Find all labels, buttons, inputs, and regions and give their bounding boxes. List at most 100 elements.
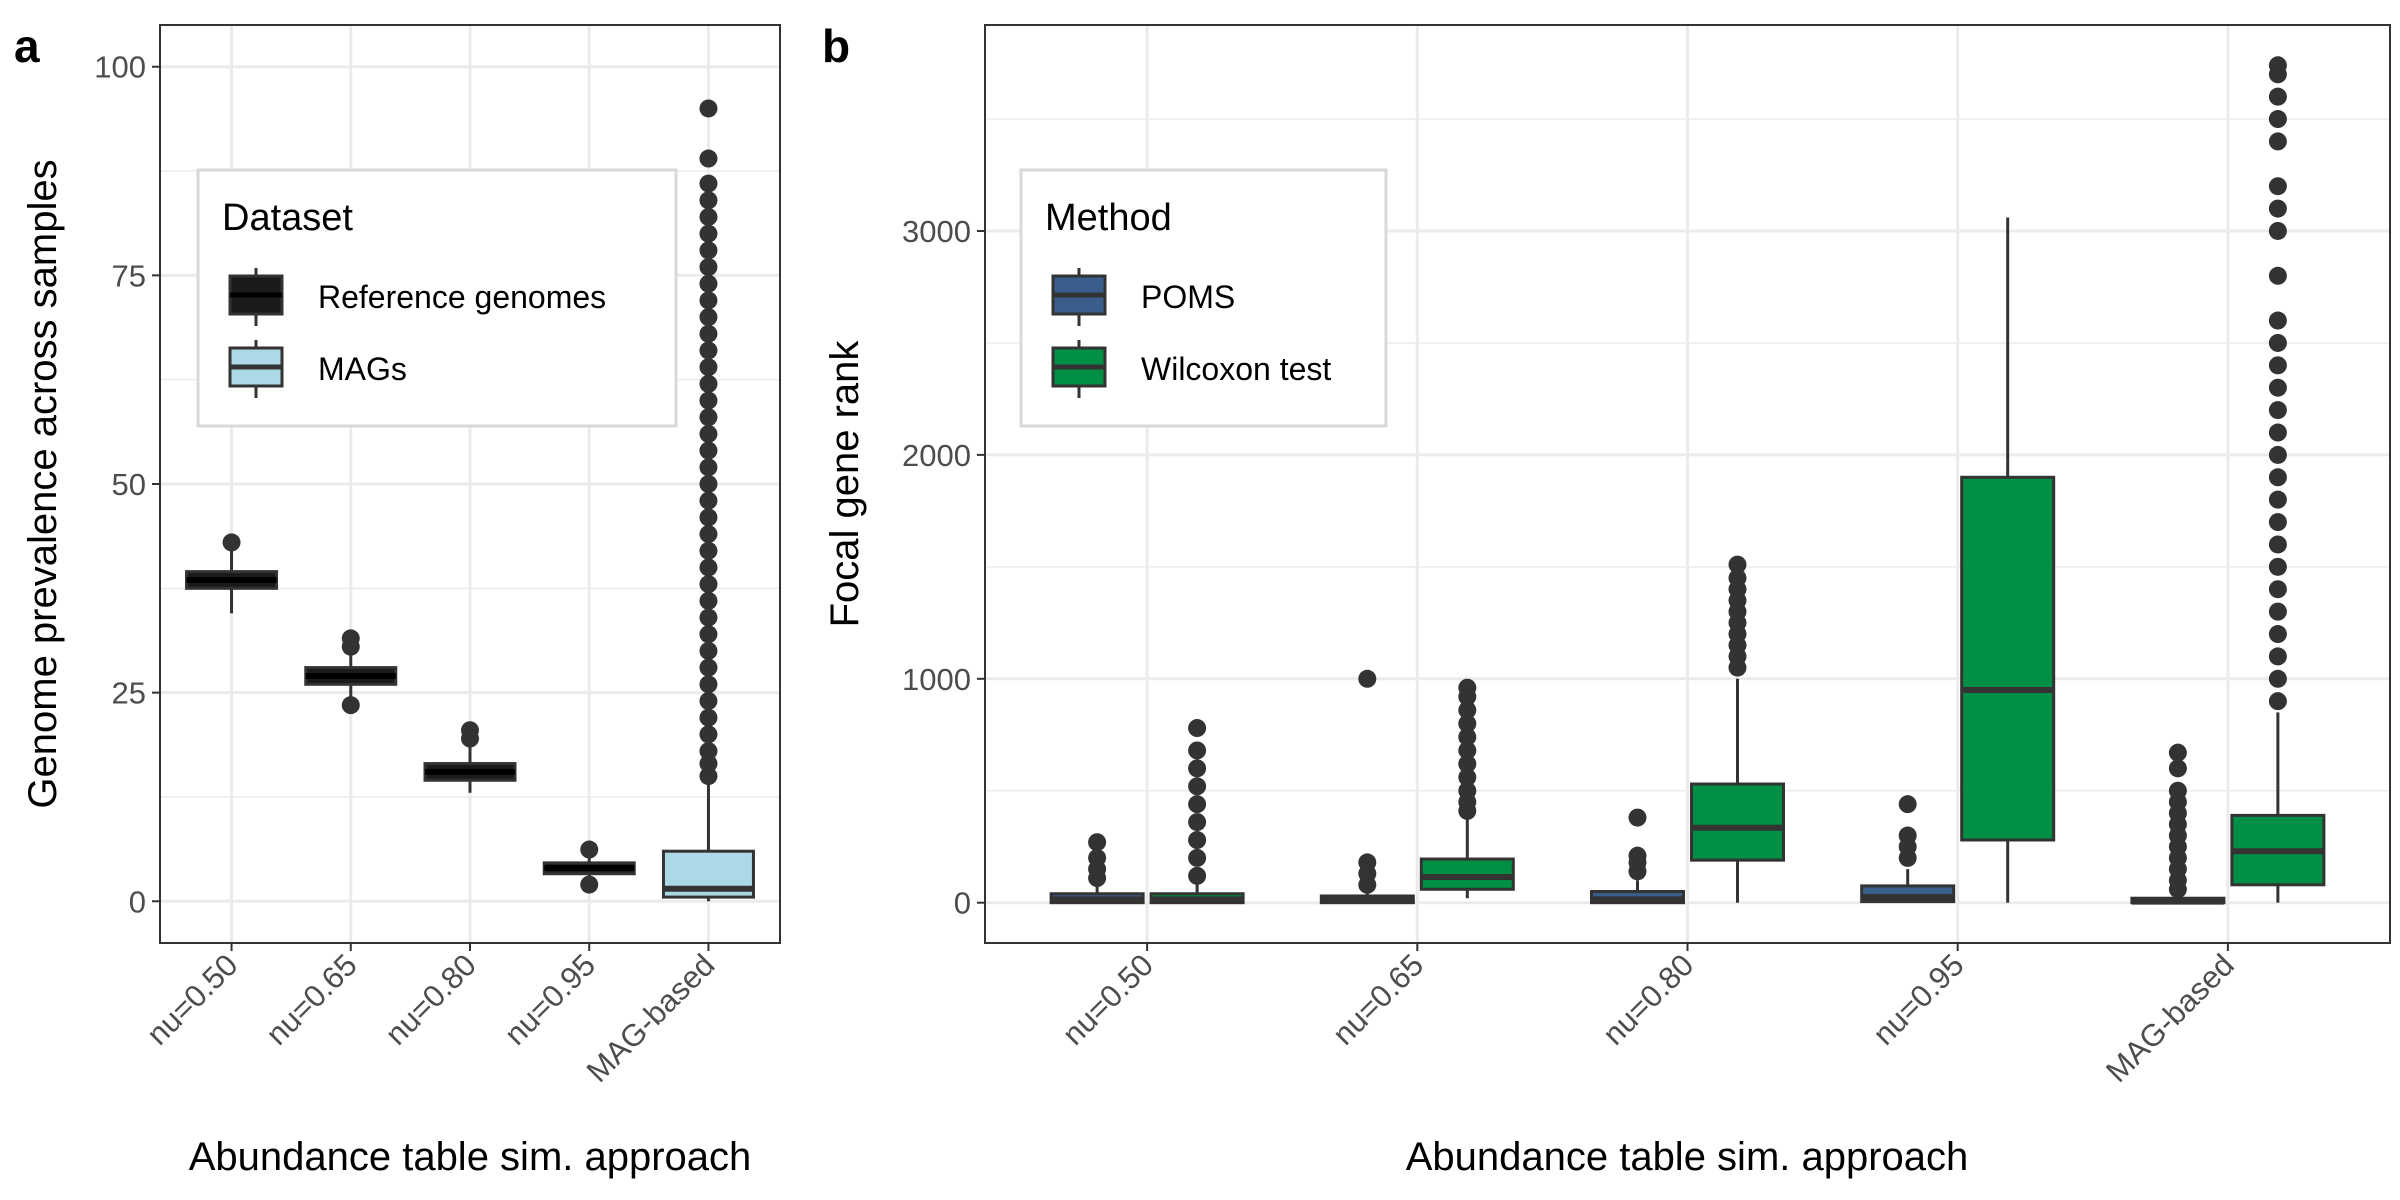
y-tick-label: 1000: [902, 662, 971, 697]
outlier-point: [1188, 777, 1207, 796]
panel-a-y-axis-title: Genome prevalence across samples: [21, 159, 65, 808]
outlier-point: [2268, 423, 2287, 442]
outlier-point: [2268, 625, 2287, 644]
outlier-point: [699, 625, 718, 644]
outlier-point: [1188, 866, 1207, 885]
outlier-point: [699, 358, 718, 377]
outlier-point: [699, 608, 718, 627]
outlier-point: [699, 767, 718, 786]
panel-a-legend: Dataset Reference genomes MAGs: [196, 168, 678, 428]
outlier-point: [1458, 728, 1477, 747]
box-reference-genomes-nu-0-80: [423, 721, 517, 793]
outlier-point: [1458, 701, 1477, 720]
x-tick-label: nu=0.80: [378, 947, 483, 1052]
outlier-point: [1728, 569, 1747, 588]
box-iqr: [1960, 475, 2056, 842]
panel-b-x-axis: nu=0.50 nu=0.65 nu=0.80 nu=0.95 MAG-based: [1055, 943, 2241, 1089]
outlier-point: [699, 374, 718, 393]
outlier-point: [699, 174, 718, 193]
outlier-point: [1458, 741, 1477, 760]
outlier-point: [1088, 833, 1107, 852]
outlier-point: [699, 458, 718, 477]
outlier-point: [2268, 221, 2287, 240]
y-tick-label: 50: [112, 467, 146, 502]
y-tick-label: 100: [94, 50, 146, 85]
outlier-point: [2268, 580, 2287, 599]
outlier-point: [2268, 669, 2287, 688]
outlier-point: [2168, 743, 2187, 762]
box-reference-genomes-nu-0-65: [304, 629, 398, 715]
box-wilcoxon-test-nu-0-80: [1690, 555, 1785, 903]
outlier-point: [699, 541, 718, 560]
outlier-point: [699, 258, 718, 277]
outlier-point: [1188, 848, 1207, 867]
outlier-point: [1628, 808, 1647, 827]
outlier-point: [2268, 266, 2287, 285]
outlier-point: [1188, 719, 1207, 738]
legend-label-wilcoxon-test: Wilcoxon test: [1141, 351, 1331, 387]
outlier-point: [2268, 87, 2287, 106]
outlier-point: [341, 696, 360, 715]
legend-key-wilcoxon-test: [1051, 340, 1107, 398]
outlier-point: [699, 475, 718, 493]
x-tick-label: MAG-based: [580, 947, 722, 1089]
outlier-point: [2268, 445, 2287, 464]
outlier-point: [1628, 846, 1647, 865]
legend-label-mags: MAGs: [318, 351, 407, 387]
outlier-point: [2268, 110, 2287, 129]
outlier-point: [1898, 795, 1917, 814]
outlier-point: [222, 533, 241, 552]
box-iqr: [1690, 782, 1785, 862]
outlier-point: [2268, 557, 2287, 576]
box-poms-nu-0-95: [1860, 795, 1956, 904]
outlier-point: [2268, 56, 2287, 75]
x-tick-label: nu=0.65: [1326, 947, 1431, 1052]
box-poms-nu-0-50: [1049, 833, 1145, 905]
box-mags-mag-based: [661, 99, 755, 902]
outlier-point: [2268, 535, 2287, 554]
outlier-point: [699, 658, 718, 677]
outlier-point: [2268, 378, 2287, 397]
outlier-point: [2268, 490, 2287, 509]
outlier-point: [2168, 781, 2187, 800]
outlier-point: [699, 224, 718, 243]
outlier-point: [699, 191, 718, 210]
outlier-point: [2268, 692, 2287, 711]
box-poms-nu-0-65: [1319, 669, 1415, 905]
outlier-point: [2268, 311, 2287, 330]
panel-b-x-axis-title: Abundance table sim. approach: [1406, 1135, 1969, 1179]
outlier-point: [699, 441, 718, 460]
outlier-point: [699, 675, 718, 694]
box-poms-nu-0-80: [1590, 808, 1685, 905]
panel-a-label: a: [14, 20, 40, 72]
outlier-point: [699, 207, 718, 226]
box-poms-mag-based: [2130, 743, 2226, 905]
panel-b-legend-title: Method: [1045, 197, 1172, 239]
outlier-point: [699, 708, 718, 727]
x-tick-label: nu=0.65: [259, 947, 364, 1052]
outlier-point: [699, 575, 718, 594]
box-reference-genomes-nu-0-95: [542, 840, 636, 894]
box-wilcoxon-test-mag-based: [2230, 56, 2326, 903]
outlier-point: [1188, 831, 1207, 850]
legend-label-reference-genomes: Reference genomes: [318, 279, 606, 315]
y-tick-label: 25: [112, 676, 146, 711]
outlier-point: [2268, 177, 2287, 196]
legend-key-reference-genomes: [228, 268, 284, 326]
y-tick-label: 3000: [902, 214, 971, 249]
outlier-point: [699, 591, 718, 610]
outlier-point: [699, 408, 718, 427]
panel-b-label: b: [822, 20, 850, 72]
outlier-point: [699, 149, 718, 168]
outlier-point: [699, 491, 718, 510]
panel-a-legend-title: Dataset: [222, 197, 353, 239]
outlier-point: [2268, 356, 2287, 375]
x-tick-label: nu=0.95: [498, 947, 603, 1052]
outlier-point: [2268, 199, 2287, 218]
panel-b-legend: Method POMS Wilcoxon test: [1019, 168, 1388, 428]
legend-key-mags: [228, 340, 284, 398]
